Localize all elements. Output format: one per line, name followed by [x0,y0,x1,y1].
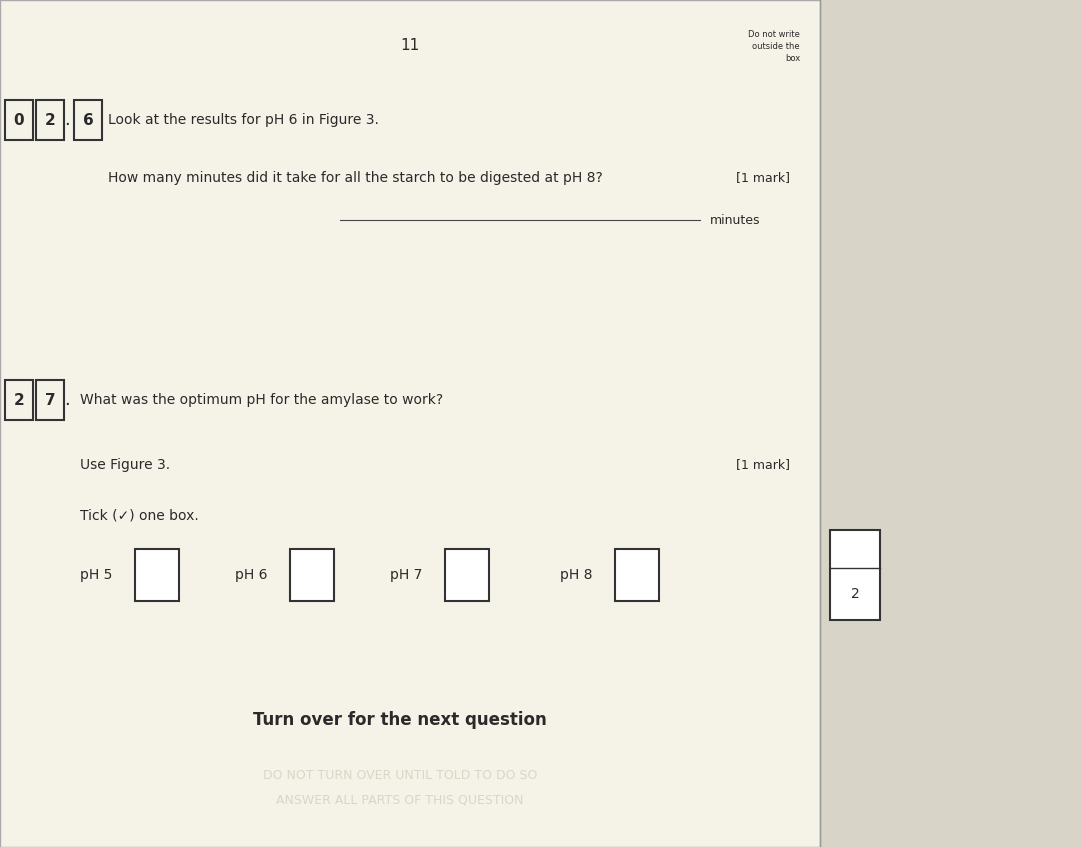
Text: 6: 6 [82,113,93,128]
Text: Do not write
outside the
box: Do not write outside the box [748,30,800,63]
Text: How many minutes did it take for all the starch to be digested at pH 8?: How many minutes did it take for all the… [108,171,603,185]
Text: Look at the results for pH 6 in Figure 3.: Look at the results for pH 6 in Figure 3… [108,113,378,127]
Bar [5,100,34,140]
Text: [1 mark]: [1 mark] [736,458,790,472]
Text: 0: 0 [14,113,24,128]
Text: pH 7: pH 7 [390,568,423,582]
Bar [36,100,64,140]
Bar [74,100,102,140]
Text: 2: 2 [14,392,25,407]
Text: [1 mark]: [1 mark] [736,171,790,185]
Bar [135,549,179,601]
Bar [830,530,880,620]
Text: pH 6: pH 6 [235,568,267,582]
Text: 2: 2 [851,587,859,601]
Text: minutes: minutes [710,213,761,226]
Bar [5,380,34,420]
Text: .: . [64,111,70,129]
Text: 7: 7 [44,392,55,407]
Text: .: . [64,391,70,409]
Text: 2: 2 [44,113,55,128]
Text: 11: 11 [400,38,419,53]
Text: Tick (✓) one box.: Tick (✓) one box. [80,508,199,522]
Text: DO NOT TURN OVER UNTIL TOLD TO DO SO: DO NOT TURN OVER UNTIL TOLD TO DO SO [263,768,537,782]
Text: ANSWER ALL PARTS OF THIS QUESTION: ANSWER ALL PARTS OF THIS QUESTION [277,794,524,806]
Text: Use Figure 3.: Use Figure 3. [80,458,170,472]
Text: What was the optimum pH for the amylase to work?: What was the optimum pH for the amylase … [80,393,443,407]
Bar [615,549,659,601]
Bar [445,549,489,601]
Bar [0,0,820,847]
Text: pH 5: pH 5 [80,568,112,582]
Bar [290,549,334,601]
Bar [36,380,64,420]
Text: Turn over for the next question: Turn over for the next question [253,711,547,729]
Text: pH 8: pH 8 [560,568,592,582]
